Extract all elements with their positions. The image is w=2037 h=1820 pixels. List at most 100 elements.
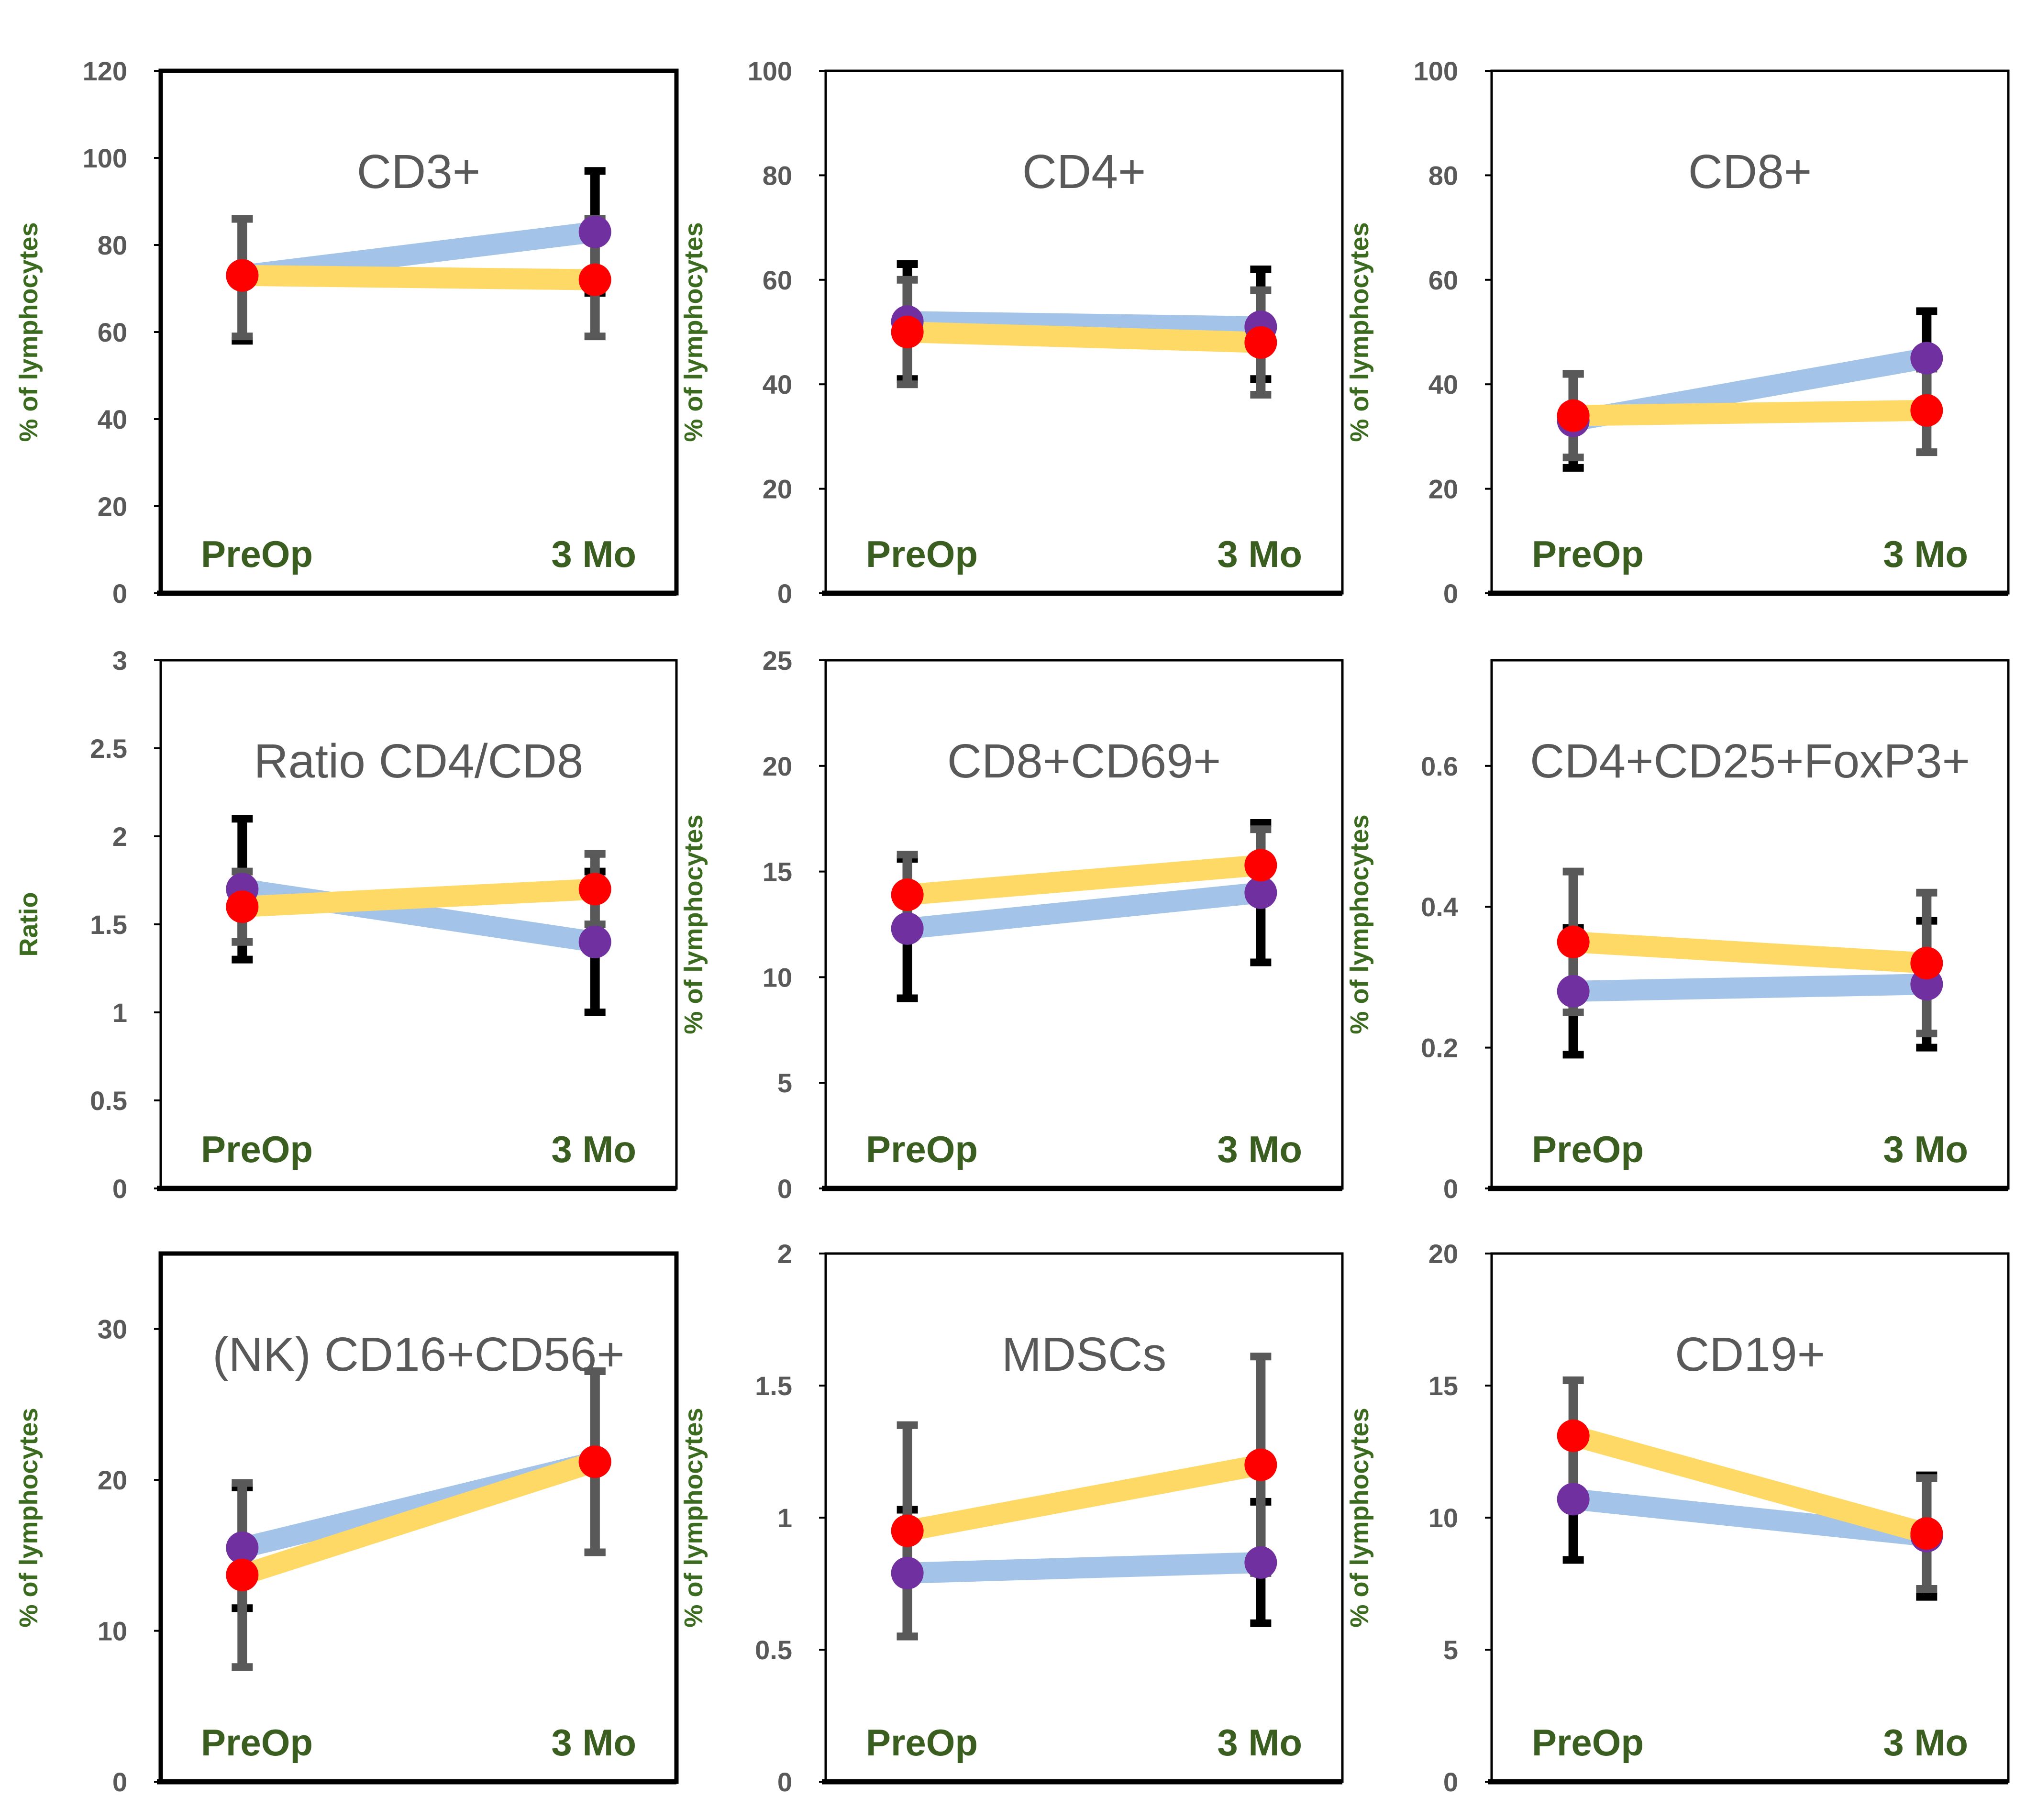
data-point-b [891,1514,924,1547]
data-point-b [578,1445,611,1478]
y-tick-label: 0 [112,578,127,609]
y-axis-label: % of lymphocytes [679,1408,708,1627]
category-label-3mo: 3 Mo [1883,533,1968,575]
y-tick-label: 0 [1443,1767,1458,1797]
chart-panel-8: 0 0.5 1 1.5 2 % of lymphocytes MDSCs PreOp 3 Mo [679,1239,1344,1797]
data-point-b [226,890,259,923]
series-line-b [242,265,595,290]
y-tick-label: 80 [1428,160,1458,190]
series-line-b [905,1454,1263,1542]
y-tick-label: 0.5 [755,1635,792,1665]
y-tick-label: 0 [1443,578,1458,609]
category-label-3mo: 3 Mo [551,1721,636,1764]
data-point-b [1244,849,1277,882]
y-tick-label: 0 [112,1767,127,1797]
y-tick-label: 40 [763,369,792,400]
y-tick-label: 0 [777,1174,792,1204]
data-point-b [226,259,259,292]
series-line-b [242,878,596,918]
y-axis-label: % of lymphocytes [679,814,708,1034]
y-tick-label: 40 [1428,369,1458,400]
y-tick-label: 20 [763,751,792,781]
y-tick-label: 2.5 [90,733,127,764]
y-axis-label: % of lymphocytes [679,222,708,442]
data-point-b [1244,1448,1277,1481]
y-tick-label: 1 [112,998,127,1028]
y-tick-label: 25 [763,645,792,676]
chart-title: CD3+ [357,145,480,199]
y-tick-label: 20 [1428,474,1458,504]
data-point-b [578,263,611,296]
y-axis-label: Ratio [14,892,43,957]
series-line-a [907,1552,1262,1584]
y-tick-label: 60 [98,317,127,347]
data-point-a [1557,1483,1590,1516]
chart-panel-3: 0 20 40 60 80 100 % of lymphocytes CD8+ PreOp 3 M… [1345,56,2010,609]
category-label-preop: PreOp [866,533,978,575]
data-point-a [891,1556,924,1589]
chart-panel-2: 0 20 40 60 80 100 % of lymphocytes CD4+ PreOp 3 M… [679,56,1344,609]
data-point-b [891,878,924,911]
series-line-b [1572,931,1927,974]
chart-title: CD8+ [1688,145,1812,199]
category-label-preop: PreOp [1532,1721,1644,1764]
y-tick-label: 2 [112,821,127,852]
category-label-3mo: 3 Mo [1883,1721,1968,1764]
y-tick-label: 1.5 [755,1371,792,1401]
y-tick-label: 100 [748,56,792,86]
y-tick-label: 0.5 [90,1086,127,1116]
y-tick-label: 0 [777,578,792,609]
series-line-b [907,322,1262,353]
chart-title: MDSCs [1002,1328,1166,1381]
y-axis-label: % of lymphocytes [1345,1408,1374,1627]
y-tick-label: 100 [1414,56,1458,86]
category-label-preop: PreOp [1532,1128,1644,1170]
series-line-b [1570,1425,1930,1544]
category-label-3mo: 3 Mo [1217,533,1302,575]
y-axis-label: % of lymphocytes [1345,222,1374,442]
y-axis-label: % of lymphocytes [1345,814,1374,1034]
chart-title: CD8+CD69+ [947,734,1221,788]
y-tick-label: 5 [1443,1635,1458,1665]
data-point-a [1910,342,1943,375]
y-tick-label: 10 [763,962,792,992]
category-label-preop: PreOp [201,533,313,575]
y-tick-label: 20 [1428,1239,1458,1269]
category-label-3mo: 3 Mo [551,1128,636,1170]
y-tick-label: 60 [763,265,792,295]
y-tick-label: 1.5 [90,910,127,940]
chart-panel-4: 0 0.5 1 1.5 2 2.5 3 Ratio Ratio CD4/CD8 PreOp 3 Mo [14,645,678,1204]
y-axis-label: % of lymphocytes [14,222,43,442]
category-label-3mo: 3 Mo [551,533,636,575]
y-tick-label: 20 [98,491,127,522]
data-point-b [1244,326,1277,359]
y-tick-label: 15 [1428,1371,1458,1401]
y-tick-label: 10 [1428,1503,1458,1533]
category-label-3mo: 3 Mo [1883,1128,1968,1170]
data-point-a [578,925,611,958]
data-point-a [1244,876,1277,909]
series-line-a [1572,1488,1928,1547]
chart-panel-9: 0 5 10 15 20 % of lymphocytes CD19+ PreOp 3 Mo [1345,1239,2010,1797]
chart-panel-5: 0 5 10 15 20 25 % of lymphocytes CD8+CD69+ PreOp… [679,645,1344,1204]
y-tick-label: 30 [98,1314,127,1344]
y-tick-label: 20 [763,474,792,504]
y-tick-label: 100 [83,143,127,173]
data-point-b [1557,399,1590,432]
y-tick-label: 3 [112,645,127,676]
data-point-b [226,1558,259,1591]
chart-title: (NK) CD16+CD56+ [212,1328,624,1381]
category-label-preop: PreOp [201,1128,313,1170]
data-point-b [891,316,924,348]
category-label-3mo: 3 Mo [1217,1128,1302,1170]
data-point-b [1557,925,1590,958]
series-line-b [1573,400,1927,426]
chart-panel-1: 0 20 40 60 80 100 120 % of lymphocytes CD3+ PreOp… [14,56,679,609]
y-tick-label: 0.6 [1421,751,1458,781]
y-tick-label: 0 [112,1174,127,1204]
data-point-a [1244,1546,1277,1579]
y-tick-label: 0.4 [1421,892,1458,922]
data-point-a [1557,975,1590,1008]
category-label-preop: PreOp [866,1721,978,1764]
category-label-preop: PreOp [866,1128,978,1170]
